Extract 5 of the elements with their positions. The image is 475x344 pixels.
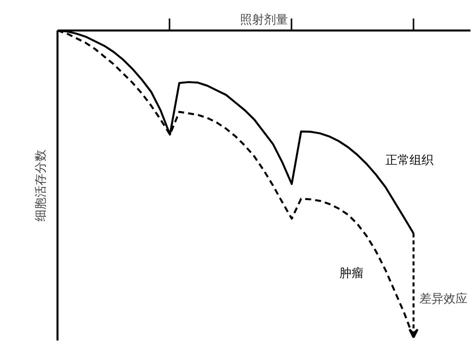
- text: 差异效应: [420, 291, 468, 306]
- x-axis-title: 照射剂量: [240, 12, 288, 26]
- series-label: 正常组织: [385, 153, 434, 168]
- y-axis-title: 细胞活存分数: [34, 150, 48, 222]
- series-label: 肿瘤: [339, 266, 364, 280]
